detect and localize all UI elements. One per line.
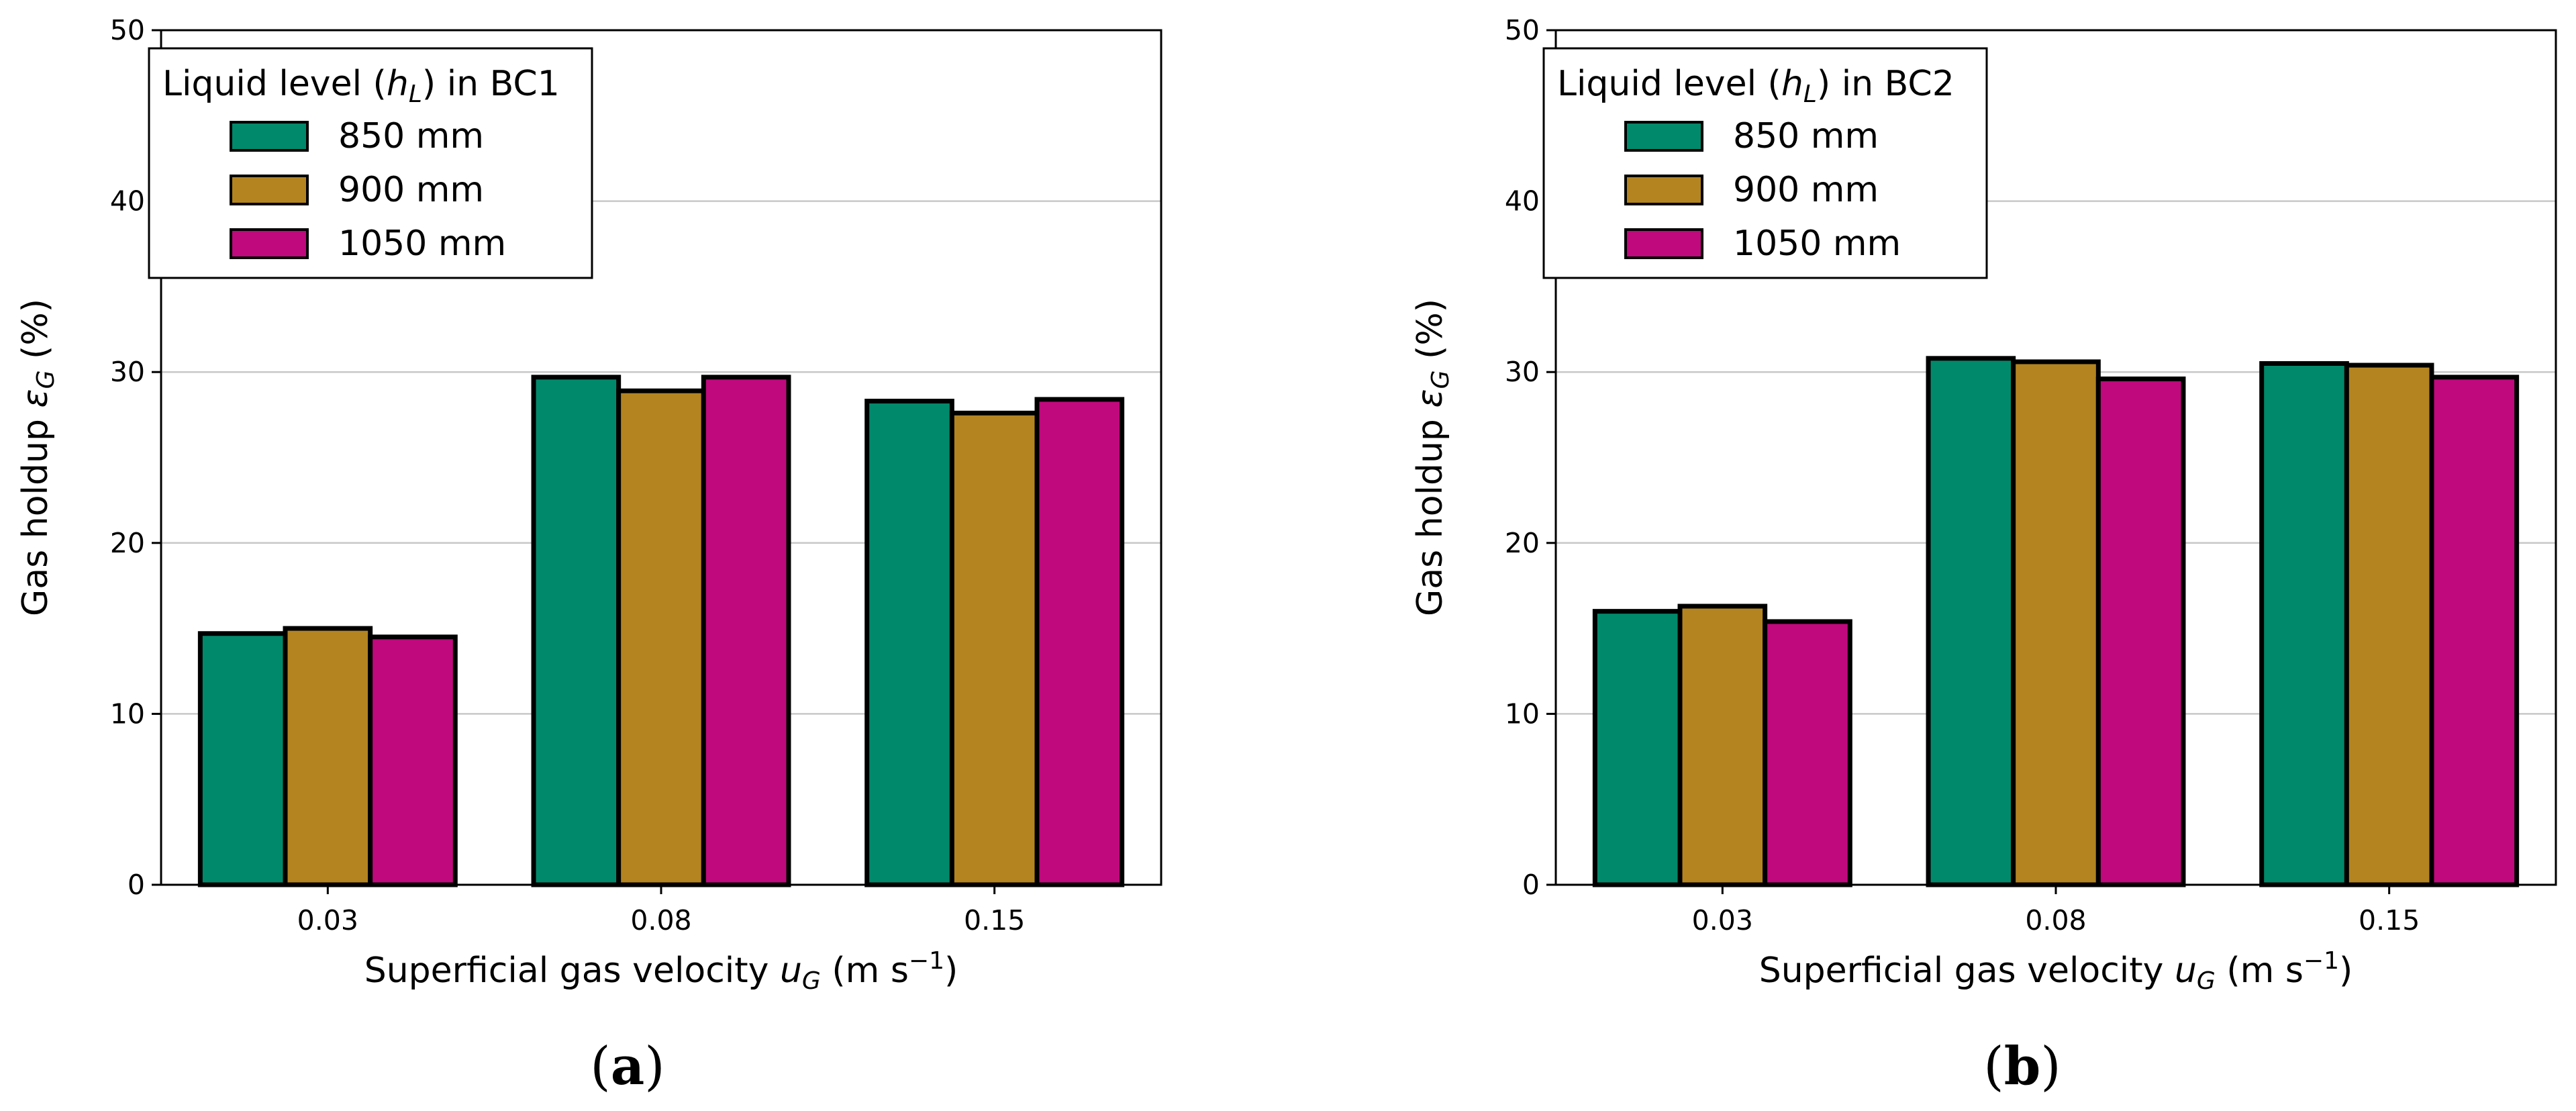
legend-swatch-1050-mm: [1624, 228, 1703, 259]
legend-label-1050-mm: 1050 mm: [338, 224, 506, 264]
y-tick-label: 0: [128, 869, 145, 901]
bar-900-mm-0.03: [1677, 603, 1768, 887]
bar-1050-mm-0.03: [368, 634, 458, 887]
x-axis-label: Superficial gas velocity uG (m s−1): [1759, 947, 2353, 995]
legend-swatch-900-mm: [230, 175, 309, 205]
legend-label-900-mm: 900 mm: [338, 170, 484, 210]
bar-850-mm-0.15: [864, 398, 954, 887]
x-tick-label: 0.15: [964, 904, 1025, 936]
legend-title: Liquid level (hL) in BC1: [162, 64, 560, 108]
y-axis-label: Gas holdup εG (%): [15, 299, 60, 616]
x-tick-label: 0.15: [2359, 904, 2420, 936]
y-tick-label: 20: [1505, 527, 1540, 559]
y-tick-label: 30: [1505, 356, 1540, 388]
bar-900-mm-0.15: [949, 410, 1040, 887]
legend-label-850-mm: 850 mm: [338, 116, 484, 156]
x-tick-label: 0.08: [630, 904, 691, 936]
bar-850-mm-0.03: [197, 631, 288, 887]
legend-label-850-mm: 850 mm: [1733, 116, 1879, 156]
bar-1050-mm-0.03: [1763, 619, 1852, 887]
bar-850-mm-0.03: [1592, 609, 1683, 887]
legend-label-1050-mm: 1050 mm: [1733, 224, 1901, 264]
bar-1050-mm-0.08: [701, 375, 791, 887]
legend-title: Liquid level (hL) in BC2: [1557, 64, 1954, 108]
y-tick-label: 20: [110, 527, 145, 559]
legend-box: [1542, 47, 1988, 279]
y-tick-label: 0: [1522, 869, 1540, 901]
legend-swatch-900-mm: [1624, 175, 1703, 205]
legend: Liquid level (hL) in BC2 850 mm 900 mm 1050…: [1542, 47, 1988, 279]
legend-swatch-850-mm: [230, 121, 309, 152]
y-axis-label: Gas holdup εG (%): [1410, 299, 1454, 616]
panel-label: (a): [590, 1036, 664, 1097]
bar-850-mm-0.15: [2259, 360, 2349, 887]
bar-900-mm-0.08: [2011, 359, 2101, 887]
x-tick-label: 0.03: [297, 904, 358, 936]
legend-box: [148, 47, 593, 279]
legend-swatch-850-mm: [1624, 121, 1703, 152]
y-tick-label: 50: [110, 14, 145, 46]
bar-1050-mm-0.15: [1034, 397, 1125, 887]
y-tick-label: 40: [110, 185, 145, 218]
bar-1050-mm-0.08: [2095, 376, 2186, 887]
y-tick-label: 10: [1505, 697, 1540, 730]
x-tick-label: 0.03: [1692, 904, 1753, 936]
y-tick-label: 30: [110, 356, 145, 388]
legend: Liquid level (hL) in BC1 850 mm 900 mm 1050…: [148, 47, 593, 279]
bar-850-mm-0.08: [531, 375, 622, 887]
bar-1050-mm-0.15: [2429, 375, 2520, 887]
y-tick-label: 50: [1505, 14, 1540, 46]
x-axis-label: Superficial gas velocity uG (m s−1): [364, 947, 958, 995]
bar-900-mm-0.08: [616, 388, 706, 887]
panel-label: (b): [1983, 1036, 2061, 1097]
y-tick-label: 40: [1505, 185, 1540, 218]
legend-swatch-1050-mm: [230, 228, 309, 259]
legend-label-900-mm: 900 mm: [1733, 170, 1879, 210]
y-tick-label: 10: [110, 697, 145, 730]
bar-850-mm-0.08: [1926, 356, 2016, 887]
bar-900-mm-0.15: [2344, 363, 2434, 887]
bar-900-mm-0.03: [283, 626, 373, 887]
x-tick-label: 0.08: [2025, 904, 2086, 936]
